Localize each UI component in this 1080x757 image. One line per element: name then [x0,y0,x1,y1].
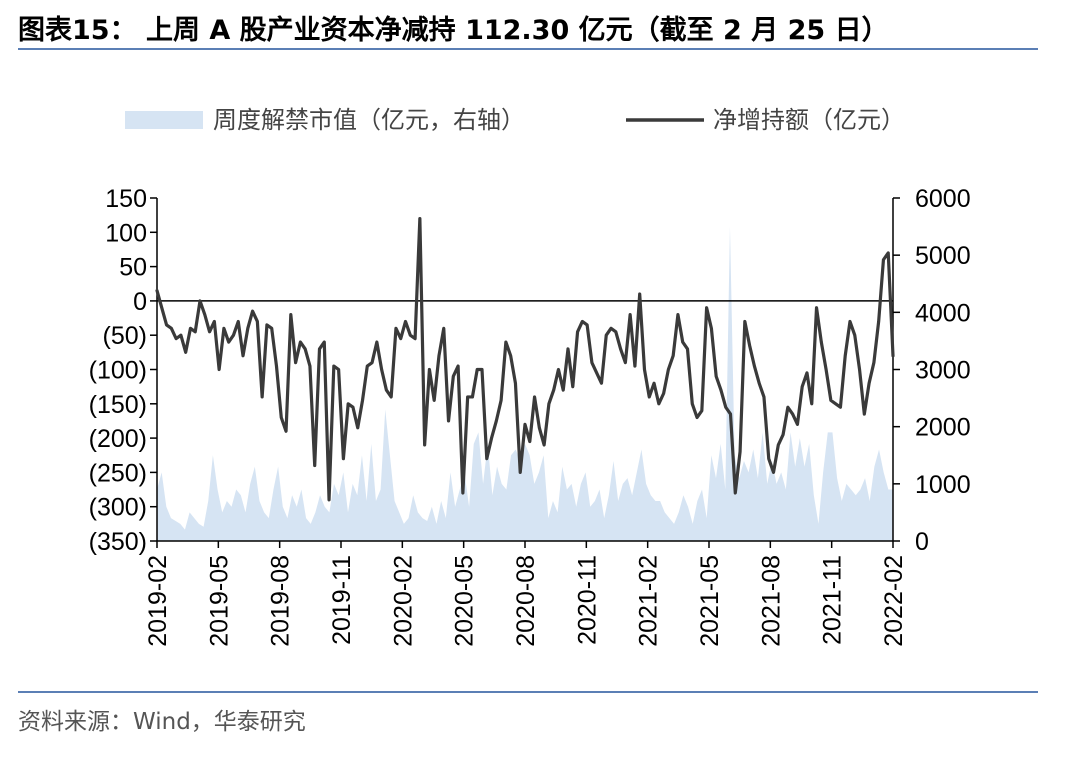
legend-swatch-area [125,111,203,129]
x-tick-label: 2019-02 [144,555,172,647]
chart-title: 图表15： 上周 A 股产业资本净减持 112.30 亿元（截至 2 月 25 … [18,15,889,46]
legend-label-area: 周度解禁市值（亿元，右轴） [213,106,525,134]
x-tick-label: 2021-08 [757,555,785,647]
left-tick-label: 50 [119,254,147,282]
left-tick-label: 100 [105,219,147,247]
x-tick-label: 2021-02 [635,555,663,647]
left-tick-label: 0 [133,288,147,316]
title-divider [18,48,1038,50]
series-line-net-increase [155,216,895,502]
source-divider [18,691,1038,693]
x-tick-label: 2019-11 [328,555,356,645]
right-tick-label: 0 [915,528,929,556]
left-tick-label: (100) [89,357,147,385]
left-tick-label: (200) [89,425,147,453]
series-area-unlock-value [157,226,893,541]
x-tick-label: 2020-05 [451,555,479,647]
right-tick-label: 5000 [915,242,971,270]
x-tick-label: 2022-02 [880,555,908,647]
x-tick-label: 2021-11 [819,555,847,645]
x-tick-label: 2020-11 [573,555,601,645]
right-tick-label: 2000 [915,414,971,442]
x-tick-label: 2020-02 [389,555,417,647]
legend-label-line: 净增持额（亿元） [713,106,905,134]
left-tick-label: 150 [105,185,147,213]
x-tick-label: 2019-08 [267,555,295,647]
right-tick-label: 1000 [915,471,971,499]
source-note: 资料来源：Wind，华泰研究 [18,709,306,735]
left-tick-label: (350) [89,528,147,556]
left-tick-label: (50) [103,322,147,350]
right-tick-label: 6000 [915,185,971,213]
x-tick-label: 2019-05 [205,555,233,647]
x-tick-label: 2021-05 [696,555,724,647]
left-tick-label: (250) [89,459,147,487]
chart: 150 100 50 0 (50) (100) (150) (200) (250) (300) (3… [89,106,971,647]
right-tick-label: 4000 [915,299,971,327]
left-tick-label: (300) [89,494,147,522]
x-tick-label: 2020-08 [512,555,540,647]
right-tick-label: 3000 [915,357,971,385]
left-tick-label: (150) [89,391,147,419]
